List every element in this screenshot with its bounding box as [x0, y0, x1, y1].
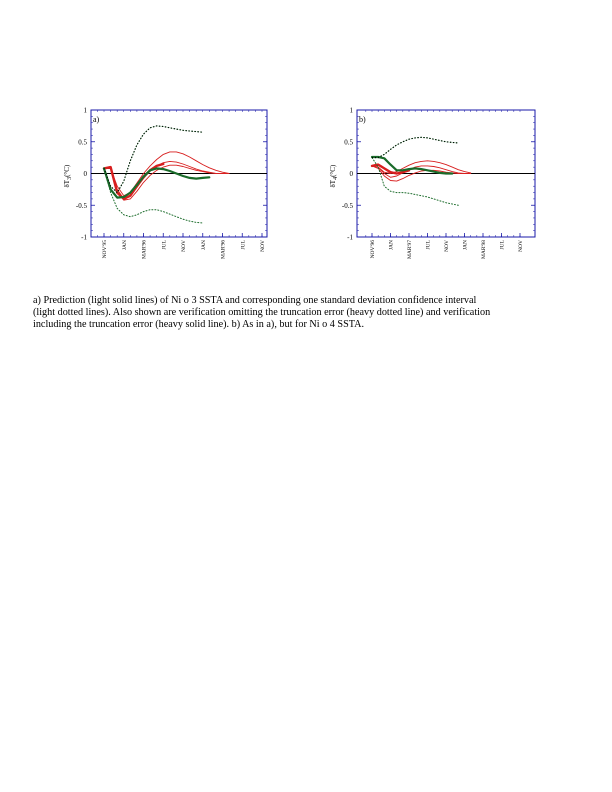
x-tick-label: NOV'96: [370, 240, 376, 259]
y-tick-label: 0.5: [344, 138, 353, 146]
y-tick-label: 1: [84, 107, 88, 115]
series-line-green-heavy: [370, 155, 454, 175]
y-tick-label: 0: [350, 170, 354, 178]
x-tick-label: MAR'96: [221, 240, 227, 259]
x-tick-label: MAR'98: [481, 240, 487, 259]
y-tick-label: -0.5: [342, 202, 354, 210]
x-tick-label: JAN: [122, 240, 128, 250]
y-axis-label: δT4(°C): [329, 164, 339, 187]
x-tick-label: NOV'95: [102, 240, 108, 259]
x-tick-label: JUL: [426, 239, 432, 249]
x-tick-label: NOV: [181, 240, 187, 252]
x-tick-label: NOV: [260, 240, 266, 252]
y-tick-label: 1: [350, 107, 354, 115]
y-tick-label: 0: [84, 170, 88, 178]
panel-label: b): [359, 115, 366, 124]
series-line-red-solid: [371, 165, 472, 182]
panel-b: 1 0.5 0 -0.5 -1 NOV'96 JAN MAR'97 JUL NOV JAN MAR'9…: [329, 107, 536, 259]
x-tick-label: JAN: [463, 240, 469, 250]
y-tick-label: -1: [81, 234, 87, 242]
series-line-green-dotted-light: [103, 125, 204, 194]
caption-line-1: a) Prediction (light solid lines) of Ni …: [33, 295, 477, 306]
x-tick-label: JAN: [201, 240, 207, 250]
series-upper-confidence-dotted: [372, 136, 459, 159]
figure-caption: a) Prediction (light solid lines) of Ni …: [33, 295, 585, 331]
caption-line-3: including the truncation error (heavy so…: [33, 319, 365, 330]
series-line-green-dotted-light: [371, 136, 459, 159]
y-axis-label: δT3(°C): [63, 164, 73, 187]
x-tick-label: NOV: [518, 240, 524, 252]
x-tick-label: NOV: [444, 240, 450, 252]
series-line-green-heavy: [102, 167, 211, 199]
series-line-green-dotted-light: [103, 167, 204, 224]
panel-label: a): [93, 115, 100, 124]
caption-line-2: (light dotted lines). Also shown are ver…: [33, 307, 491, 318]
x-tick-label: JAN: [389, 240, 395, 250]
series-upper-confidence-dotted: [103, 125, 203, 194]
x-tick-label: JUL: [240, 239, 246, 249]
series-line-red-solid: [371, 165, 472, 178]
series-line-red-heavy: [370, 163, 411, 175]
series-line-green-dotted-light: [371, 157, 459, 206]
panel-a: 1 0.5 0 -0.5 -1 NOV'95 JAN MAR'96 JUL NOV JAN MAR'9…: [63, 107, 268, 259]
y-tick-label: -0.5: [76, 202, 88, 210]
series-line-red-solid: [103, 160, 230, 200]
x-tick-label: MAR'97: [407, 240, 413, 259]
x-tick-label: MAR'96: [142, 240, 148, 259]
x-tick-label: JUL: [500, 239, 506, 249]
series-line-red-heavy: [102, 162, 165, 201]
y-tick-label: -1: [347, 234, 353, 242]
y-tick-label: 0.5: [78, 138, 87, 146]
series-line-red-solid: [103, 164, 230, 201]
series-line-red-solid: [371, 160, 472, 174]
x-tick-label: JUL: [161, 239, 167, 249]
